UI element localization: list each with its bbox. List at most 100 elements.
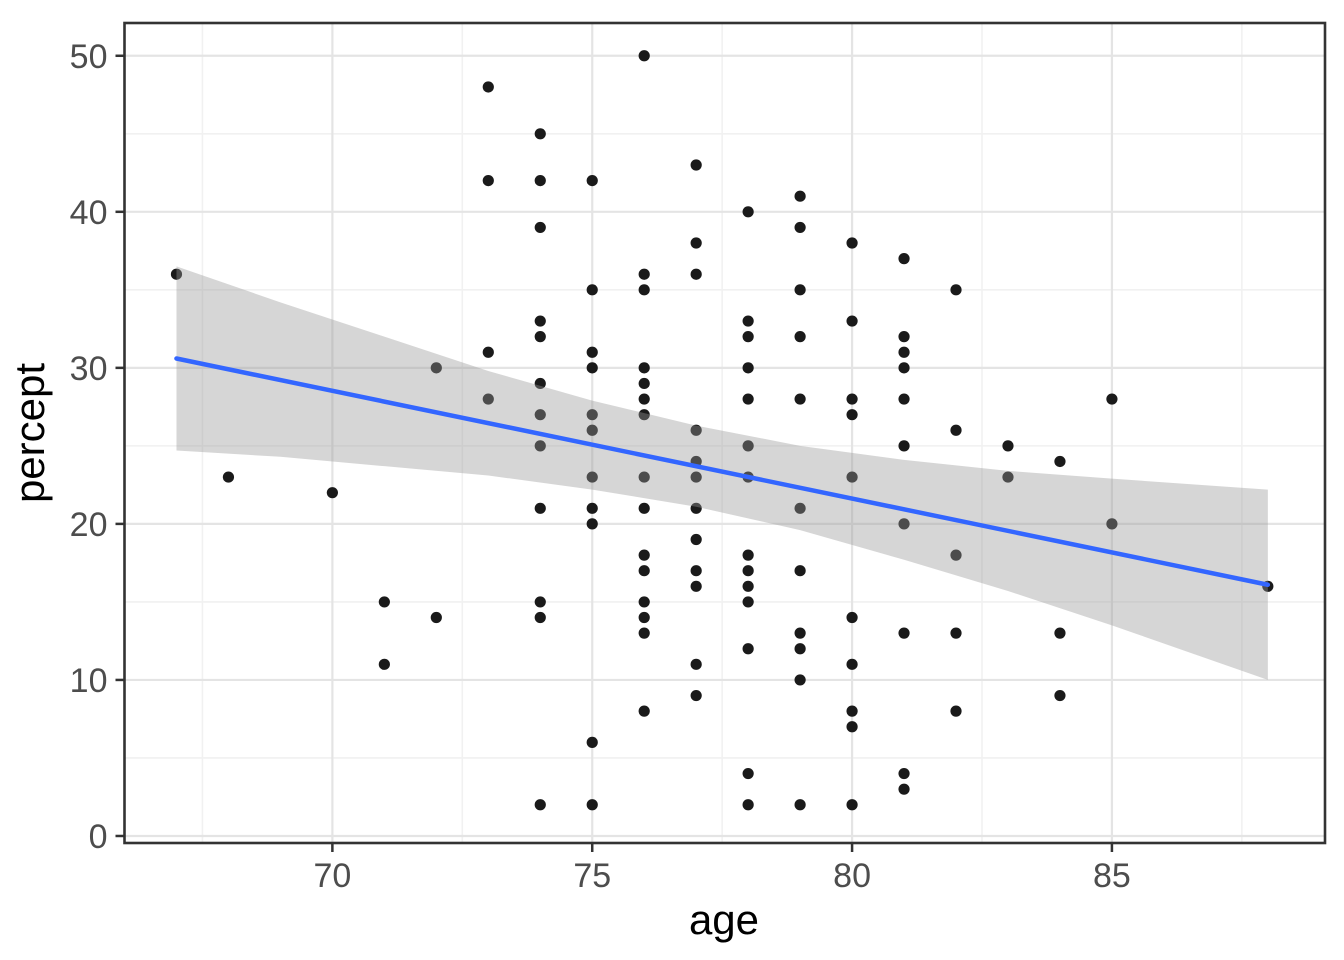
- data-point: [534, 596, 546, 608]
- y-tick-label: 50: [70, 38, 108, 76]
- data-point: [794, 643, 806, 655]
- data-point: [534, 128, 546, 140]
- y-tick-label: 20: [70, 506, 108, 544]
- data-point: [690, 658, 702, 670]
- data-point: [742, 393, 754, 405]
- data-point: [794, 393, 806, 405]
- data-point: [794, 284, 806, 296]
- data-point: [1106, 518, 1118, 530]
- data-point: [898, 518, 910, 530]
- regression-line: [174, 356, 1271, 588]
- data-point: [950, 549, 962, 561]
- data-point: [742, 362, 754, 374]
- data-point: [638, 268, 650, 280]
- data-point: [690, 689, 702, 702]
- data-point: [742, 315, 754, 327]
- data-point: [742, 206, 754, 218]
- data-point: [794, 674, 806, 686]
- data-point: [898, 362, 910, 374]
- y-axis-ticks: [115, 54, 125, 838]
- x-tick-label: 80: [833, 857, 871, 895]
- data-point: [898, 331, 910, 343]
- data-point: [794, 190, 806, 202]
- data-point: [794, 331, 806, 343]
- data-point: [846, 471, 858, 483]
- data-point: [534, 221, 546, 234]
- data-point: [534, 377, 546, 390]
- data-point: [742, 799, 754, 811]
- y-tick-label: 40: [70, 194, 108, 232]
- data-point: [638, 362, 650, 374]
- y-tick-label: 0: [89, 818, 108, 856]
- x-axis-title: age: [689, 896, 759, 943]
- data-point: [950, 705, 962, 717]
- data-point: [846, 658, 858, 670]
- data-point: [846, 705, 858, 717]
- panel-background: [124, 23, 1325, 843]
- data-point: [690, 471, 702, 483]
- data-point: [586, 409, 598, 421]
- data-point: [690, 237, 702, 249]
- data-point: [586, 424, 598, 436]
- data-point: [326, 487, 338, 499]
- data-point: [638, 502, 650, 514]
- data-point: [586, 502, 598, 514]
- data-point: [846, 393, 858, 405]
- data-point: [534, 315, 546, 327]
- data-point: [898, 627, 910, 639]
- data-point: [1054, 627, 1066, 639]
- data-point: [378, 658, 390, 670]
- data-point: [950, 284, 962, 296]
- data-point: [638, 565, 650, 577]
- data-point: [794, 221, 806, 234]
- data-point: [742, 580, 754, 592]
- x-axis-ticks: [331, 843, 1114, 852]
- data-point: [430, 362, 442, 374]
- data-point: [638, 393, 650, 405]
- data-point: [638, 549, 650, 561]
- data-point: [742, 331, 754, 343]
- data-point: [638, 284, 650, 296]
- data-point: [690, 268, 702, 280]
- data-point: [898, 440, 910, 452]
- data-point: [534, 611, 546, 624]
- data-point: [482, 393, 494, 405]
- data-point: [742, 643, 754, 655]
- data-point: [690, 502, 702, 514]
- data-point: [898, 393, 910, 405]
- data-point: [950, 424, 962, 436]
- data-point: [898, 767, 910, 780]
- data-point: [898, 346, 910, 358]
- panel-border: [123, 21, 1327, 845]
- x-axis-tick-labels: 70 75 80 85: [313, 857, 1130, 895]
- data-point: [638, 596, 650, 608]
- data-point: [638, 377, 650, 390]
- data-point: [794, 627, 806, 639]
- regression-line-layer: [174, 356, 1271, 588]
- data-point: [1002, 471, 1014, 483]
- x-tick-label: 85: [1093, 857, 1131, 895]
- x-tick-label: 75: [573, 857, 611, 895]
- data-point: [950, 627, 962, 639]
- data-point: [1054, 689, 1066, 702]
- y-axis-title: percept: [6, 363, 53, 503]
- data-point: [430, 611, 442, 624]
- data-point: [846, 611, 858, 624]
- data-point: [378, 596, 390, 608]
- y-tick-label: 10: [70, 662, 108, 700]
- data-point: [742, 596, 754, 608]
- data-point: [534, 799, 546, 811]
- data-point: [638, 50, 650, 62]
- data-point: [534, 409, 546, 421]
- data-point: [482, 81, 494, 93]
- minor-gridlines: [124, 23, 1325, 843]
- y-axis-tick-labels: 0 10 20 30 40 50: [70, 38, 108, 856]
- data-point: [846, 237, 858, 249]
- data-point: [586, 175, 598, 187]
- data-point: [586, 518, 598, 530]
- data-point: [586, 346, 598, 358]
- data-point: [794, 799, 806, 811]
- data-point: [1054, 455, 1066, 468]
